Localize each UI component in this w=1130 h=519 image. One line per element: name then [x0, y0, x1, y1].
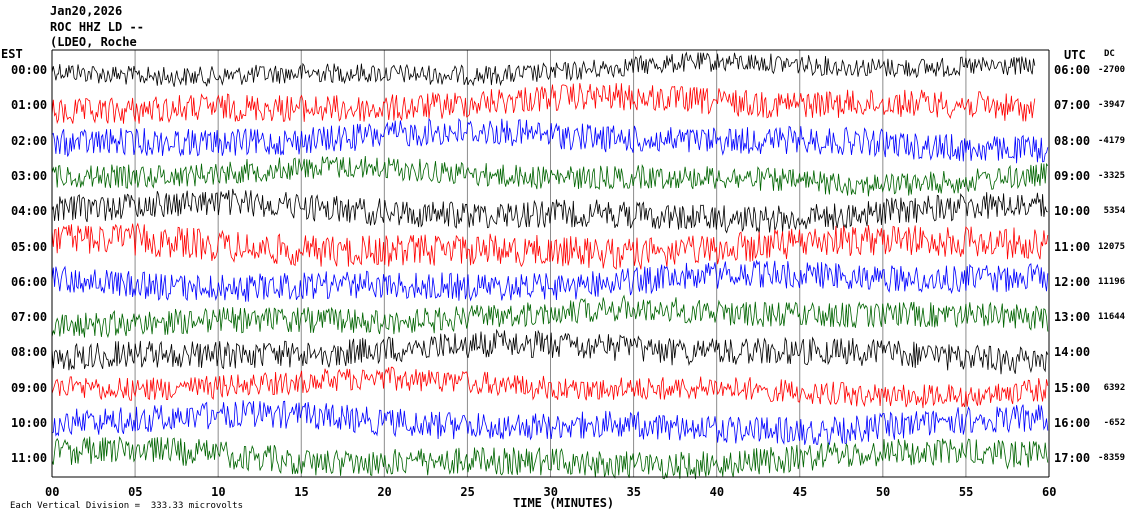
header-date: Jan20,2026 [50, 4, 123, 18]
seismic-traces [51, 51, 1049, 480]
x-tick-label: 50 [875, 485, 891, 499]
trace-0900 [51, 366, 1049, 409]
dc-value: -2700 [1098, 65, 1126, 75]
trace-1100 [51, 436, 1049, 480]
est-tick-label: 03:00 [11, 168, 48, 183]
utc-tick-label: 14:00 [1054, 345, 1091, 360]
dc-value: -652 [1103, 418, 1126, 428]
header-station: ROC HHZ LD -- [50, 20, 144, 34]
dc-value: 11196 [1098, 276, 1126, 287]
x-tick-label: 10 [211, 485, 226, 499]
est-tick-label: 01:00 [11, 98, 48, 113]
est-tick-label: 07:00 [11, 310, 48, 325]
trace-0200 [51, 117, 1049, 164]
grid-lines [134, 50, 967, 477]
dc-value: 5354 [1103, 206, 1126, 217]
x-tick-label: 40 [709, 485, 725, 499]
x-tick-label: 15 [294, 485, 309, 499]
utc-tick-label: 10:00 [1054, 204, 1091, 219]
x-tick-label: 05 [128, 485, 143, 499]
est-tick-label: 10:00 [11, 416, 48, 430]
utc-tick-label: 17:00 [1054, 451, 1091, 466]
utc-tick-label: 09:00 [1054, 168, 1091, 183]
x-tick-label: 30 [543, 485, 558, 499]
axes-frame [51, 49, 1050, 478]
header-network: (LDEO, Roche [50, 35, 137, 49]
est-tick-label: 11:00 [11, 451, 48, 466]
est-tick-label: 05:00 [11, 239, 48, 254]
dc-value: -3947 [1098, 100, 1126, 111]
trace-0500 [51, 222, 1049, 270]
footer-note: Each Vertical Division = 333.33 microvol… [10, 501, 243, 511]
dc-value: 11644 [1098, 312, 1126, 323]
utc-tick-label: 07:00 [1054, 98, 1091, 113]
est-tick-label: 06:00 [11, 274, 48, 289]
est-tick-label: 08:00 [11, 345, 48, 360]
x-axis-title: TIME (MINUTES) [513, 496, 615, 510]
x-tick-label: 45 [792, 485, 808, 499]
dc-value: 6392 [1103, 382, 1126, 393]
trace-1000 [51, 400, 1049, 446]
est-label: EST [1, 47, 23, 61]
utc-tick-label: 15:00 [1054, 380, 1091, 395]
utc-tick-label: 08:00 [1054, 133, 1091, 148]
est-tick-label: 02:00 [11, 133, 48, 148]
x-tick-label: 60 [1042, 485, 1057, 499]
trace-0300 [51, 155, 1049, 197]
x-tick-label: 55 [958, 485, 974, 499]
trace-0100 [51, 83, 1036, 125]
dc-label: DC [1104, 49, 1115, 59]
utc-tick-label: 11:00 [1054, 239, 1091, 254]
est-tick-label: 00:00 [11, 63, 48, 77]
utc-tick-label: 06:00 [1054, 63, 1091, 77]
utc-tick-label: 16:00 [1054, 416, 1091, 430]
utc-tick-label: 13:00 [1054, 310, 1091, 325]
x-tick-label: 35 [626, 485, 642, 499]
x-tick-label: 00 [45, 485, 60, 499]
dc-value: -4179 [1098, 135, 1126, 146]
dc-value: -3325 [1098, 170, 1126, 181]
trace-0400 [51, 188, 1048, 234]
x-tick-label: 20 [377, 485, 392, 499]
utc-label: UTC [1064, 48, 1086, 62]
trace-0000 [51, 51, 1036, 87]
dc-value: 12075 [1098, 241, 1126, 252]
dc-value: -8359 [1098, 453, 1126, 464]
x-tick-label: 25 [460, 485, 475, 499]
est-tick-label: 04:00 [11, 204, 48, 219]
utc-tick-label: 12:00 [1054, 274, 1091, 289]
trace-0600 [51, 259, 1049, 302]
trace-0800 [51, 328, 1049, 375]
trace-0700 [51, 294, 1049, 339]
est-tick-label: 09:00 [11, 380, 48, 395]
